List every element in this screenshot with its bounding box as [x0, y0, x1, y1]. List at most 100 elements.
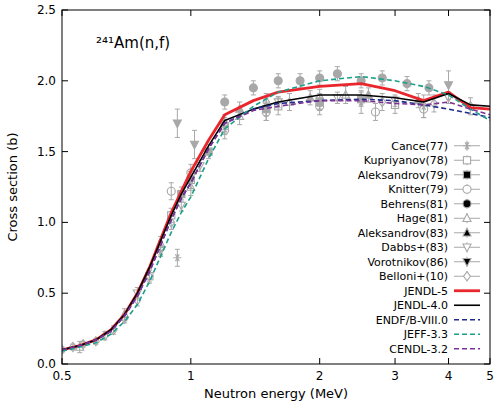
- x-tick: [190, 358, 191, 364]
- legend-item: JENDL-5: [403, 285, 480, 298]
- data-point: [371, 108, 379, 116]
- legend-symbol: [454, 257, 480, 267]
- x-tick: [62, 358, 63, 364]
- x-tick: [448, 10, 449, 16]
- x-tick-label: 4: [445, 369, 453, 383]
- legend-symbol: [464, 272, 471, 281]
- y-tick: [62, 293, 68, 294]
- legend-label: Belloni+(10): [379, 270, 448, 283]
- y-tick-label: 1.5: [37, 145, 56, 159]
- legend-label: Knitter(79): [388, 183, 448, 196]
- y-tick: [484, 10, 490, 11]
- y-tick: [484, 80, 490, 81]
- legend-symbol: [454, 170, 480, 180]
- data-point: [221, 98, 229, 106]
- y-tick: [62, 80, 68, 81]
- y-tick: [484, 364, 490, 365]
- data-point: [167, 187, 175, 195]
- legend-label: Vorotnikov(86): [367, 256, 448, 269]
- legend-item: Cance(77): [391, 140, 480, 153]
- x-tick-label: 2: [316, 369, 324, 383]
- legend-symbol: [454, 271, 480, 281]
- chart-title: ²⁴¹Am(n,f): [96, 34, 170, 52]
- y-tick: [62, 151, 68, 152]
- x-tick: [395, 358, 396, 364]
- legend-symbol: [454, 333, 480, 335]
- line-series: [62, 84, 490, 350]
- x-axis-label: Neutron energy (MeV): [204, 386, 348, 401]
- scatter-series: [221, 67, 433, 109]
- error-bar: [317, 89, 322, 106]
- y-tick: [484, 151, 490, 152]
- x-tick-label: 3: [391, 369, 399, 383]
- y-tick: [62, 222, 68, 223]
- legend-item: JENDL-4.0: [393, 299, 480, 312]
- line-series: [62, 99, 490, 350]
- legend-symbol: [454, 184, 480, 194]
- data-point: [420, 105, 428, 113]
- legend-symbol: [454, 141, 480, 151]
- data-point: [364, 91, 372, 99]
- y-tick-label: 2.0: [37, 74, 56, 88]
- legend-symbol: [463, 214, 471, 222]
- legend-item: CENDL-3.2: [389, 343, 480, 356]
- legend-item: Belloni+(10): [379, 270, 480, 283]
- legend-symbol: [463, 185, 471, 193]
- plot-frame: [62, 10, 490, 364]
- x-tick-label: 0.5: [52, 369, 71, 383]
- plot-area: [62, 67, 490, 355]
- legend-item: Aleksandrov(83): [358, 227, 480, 240]
- legend-symbol: [454, 304, 480, 306]
- legend-label: CENDL-3.2: [389, 343, 448, 356]
- legend-label: JENDL-4.0: [393, 299, 448, 312]
- legend-item: Dabbs+(83): [381, 241, 480, 254]
- legend-label: JENDL-5: [403, 285, 448, 298]
- legend-item: Behrens(81): [380, 198, 480, 211]
- legend-label: Hage(81): [397, 212, 448, 225]
- data-point: [173, 120, 181, 128]
- y-tick-label: 0.0: [37, 357, 56, 371]
- scatter-series: [236, 88, 423, 116]
- legend-label: Dabbs+(83): [381, 241, 448, 254]
- legend-label: Aleksandrov(79): [358, 169, 448, 182]
- data-point: [249, 84, 257, 92]
- legend-symbol: [463, 200, 471, 208]
- legend: Cance(77)Kupriyanov(78) Aleksandrov(79)Kn…: [358, 140, 480, 356]
- y-tick: [62, 364, 68, 365]
- line-series: [62, 77, 490, 352]
- legend-symbol: [454, 348, 480, 350]
- x-tick: [448, 358, 449, 364]
- y-tick-label: 0.5: [37, 286, 56, 300]
- legend-label: Cance(77): [391, 140, 448, 153]
- legend-symbol: [463, 157, 470, 164]
- x-tick: [319, 10, 320, 16]
- x-tick: [490, 10, 491, 16]
- legend-symbol: [463, 244, 471, 252]
- x-tick: [395, 10, 396, 16]
- data-point: [296, 77, 304, 85]
- line-series: [62, 94, 490, 350]
- legend-item: JEFF-3.3: [403, 328, 480, 341]
- y-tick: [484, 293, 490, 294]
- legend-symbol: [463, 259, 471, 267]
- legend-item: Kupriyanov(78): [364, 154, 480, 167]
- legend-symbol: [454, 213, 480, 223]
- data-point: [191, 141, 199, 149]
- legend-item: Vorotnikov(86): [367, 256, 480, 269]
- y-tick-label: 2.5: [37, 3, 56, 17]
- x-tick: [62, 10, 63, 16]
- x-tick-label: 5: [486, 369, 494, 383]
- legend-symbol: [454, 199, 480, 209]
- line-series: [62, 101, 490, 350]
- data-point: [274, 77, 282, 85]
- y-tick-label: 1.0: [37, 215, 56, 229]
- legend-label: Kupriyanov(78): [364, 154, 448, 167]
- y-tick: [484, 222, 490, 223]
- legend-item: Hage(81): [397, 212, 480, 225]
- data-point: [173, 254, 181, 262]
- scatter-series: [76, 86, 350, 352]
- legend-label: Aleksandrov(83): [358, 227, 448, 240]
- legend-symbol: [454, 319, 480, 321]
- legend-label: JEFF-3.3: [403, 328, 448, 341]
- x-tick: [190, 10, 191, 16]
